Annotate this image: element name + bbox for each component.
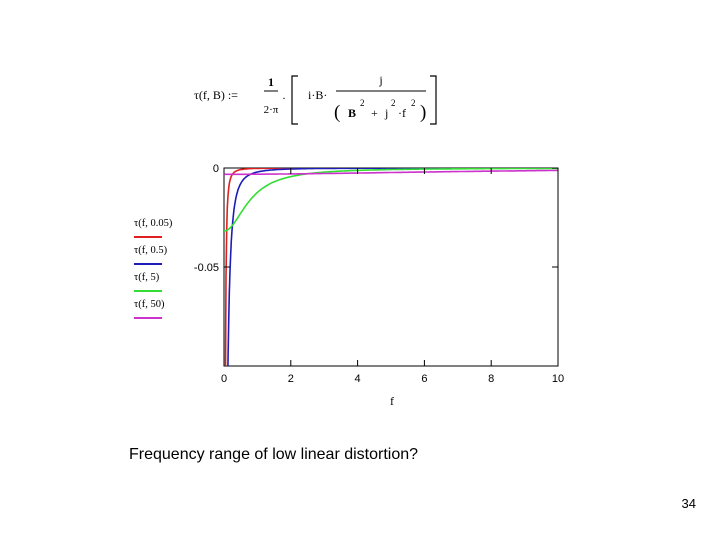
series-line bbox=[224, 169, 558, 176]
formula-den-j-exp: 2 bbox=[391, 98, 396, 108]
legend-label: τ(f, 0.05) bbox=[134, 218, 173, 229]
x-tick-label: 2 bbox=[288, 373, 294, 385]
y-tick-label: 0 bbox=[213, 163, 219, 175]
x-tick-label: 6 bbox=[421, 373, 427, 385]
series-line bbox=[227, 168, 558, 366]
formula-den-B-exp: 2 bbox=[360, 98, 365, 108]
formula-lhs: τ(f, B) := bbox=[194, 88, 238, 102]
formula-den-j: j bbox=[384, 106, 388, 120]
series-line bbox=[224, 168, 558, 232]
plot-border bbox=[223, 167, 559, 367]
formula-left-bracket bbox=[291, 75, 298, 125]
y-tick-label: -0.05 bbox=[194, 262, 219, 274]
tau-formula: τ(f, B) := 1 2·π · i·B· j ( B 2 + j 2 ·f… bbox=[194, 73, 437, 125]
x-tick-labels: 0 2 4 6 8 10 bbox=[221, 168, 564, 385]
series-layer bbox=[224, 168, 558, 366]
x-tick-label: 8 bbox=[488, 373, 494, 385]
formula-den-plus: + bbox=[371, 106, 378, 120]
x-tick-label: 4 bbox=[355, 373, 361, 385]
formula-dot: · bbox=[282, 91, 286, 105]
legend: τ(f, 0.05) τ(f, 0.5) τ(f, 5) τ(f, 50) bbox=[134, 218, 173, 319]
formula-iB: i·B· bbox=[308, 88, 327, 102]
formula-den-f: ·f bbox=[398, 106, 406, 120]
x-tick-label: 0 bbox=[221, 373, 227, 385]
formula-frac2-num: j bbox=[378, 73, 382, 87]
series-line bbox=[224, 168, 558, 366]
formula-right-bracket bbox=[430, 75, 437, 125]
legend-label: τ(f, 0.5) bbox=[134, 245, 168, 256]
page-number: 34 bbox=[681, 496, 696, 511]
formula-den-B: B bbox=[348, 106, 356, 120]
formula-close-paren: ) bbox=[420, 102, 426, 123]
slide-caption: Frequency range of low linear distortion… bbox=[129, 446, 419, 463]
legend-label: τ(f, 50) bbox=[134, 299, 165, 310]
legend-label: τ(f, 5) bbox=[134, 272, 160, 283]
formula-frac1-num: 1 bbox=[268, 75, 274, 89]
plot-frame bbox=[223, 167, 559, 367]
y-tick-labels: 0 -0.05 bbox=[194, 163, 558, 274]
x-axis-label: f bbox=[390, 394, 394, 408]
formula-open-paren: ( bbox=[334, 102, 340, 123]
tau-plot: 0 2 4 6 8 10 0 -0.05 τ(f, 0.05) τ(f, 0.5) τ(f, 5… bbox=[134, 163, 564, 408]
x-tick-label: 10 bbox=[552, 373, 564, 385]
formula-frac1-den: 2·π bbox=[264, 104, 279, 116]
formula-den-f-exp: 2 bbox=[411, 98, 416, 108]
